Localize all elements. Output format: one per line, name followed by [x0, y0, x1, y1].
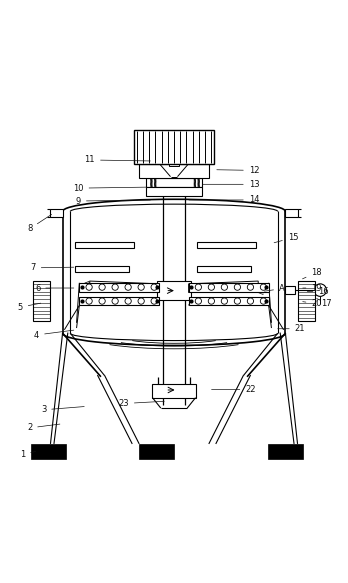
Bar: [268, 444, 303, 459]
Text: 17: 17: [317, 298, 332, 308]
Bar: [75, 266, 129, 272]
Bar: [50, 209, 63, 217]
Bar: [169, 160, 179, 166]
Text: 7: 7: [30, 264, 74, 272]
Bar: [79, 297, 159, 305]
Text: 23: 23: [118, 399, 164, 408]
Bar: [189, 297, 269, 305]
Bar: [298, 281, 315, 321]
Text: A: A: [264, 285, 285, 293]
Text: 13: 13: [203, 180, 259, 189]
Text: 16: 16: [307, 287, 329, 296]
Bar: [33, 281, 50, 321]
Text: 18: 18: [302, 268, 322, 279]
Bar: [285, 286, 295, 294]
Text: 3: 3: [41, 405, 84, 415]
Text: 10: 10: [73, 184, 147, 192]
Bar: [139, 444, 174, 459]
Text: 2: 2: [27, 423, 60, 433]
Polygon shape: [189, 281, 258, 293]
Text: 19: 19: [303, 283, 322, 293]
Bar: [189, 283, 269, 292]
Text: 21: 21: [278, 324, 305, 333]
Bar: [75, 242, 134, 248]
Bar: [152, 384, 196, 398]
Text: 4: 4: [34, 330, 74, 339]
Bar: [146, 178, 202, 187]
Bar: [31, 444, 66, 459]
Text: 9: 9: [76, 196, 150, 206]
Text: 8: 8: [27, 215, 52, 233]
Text: 1: 1: [20, 450, 35, 459]
Text: 15: 15: [274, 233, 298, 243]
Text: 5: 5: [17, 303, 41, 312]
Bar: [197, 242, 256, 248]
Bar: [157, 281, 191, 300]
Bar: [285, 209, 298, 217]
Text: 14: 14: [189, 195, 259, 205]
Text: 22: 22: [212, 385, 256, 394]
Bar: [197, 266, 251, 272]
Text: 11: 11: [85, 156, 150, 164]
Text: 12: 12: [217, 166, 259, 175]
Bar: [79, 283, 159, 292]
Text: 20: 20: [303, 299, 322, 308]
Text: 6: 6: [35, 283, 74, 293]
Polygon shape: [90, 281, 159, 293]
Bar: [146, 187, 202, 196]
Bar: [139, 164, 209, 178]
Bar: [134, 129, 214, 164]
